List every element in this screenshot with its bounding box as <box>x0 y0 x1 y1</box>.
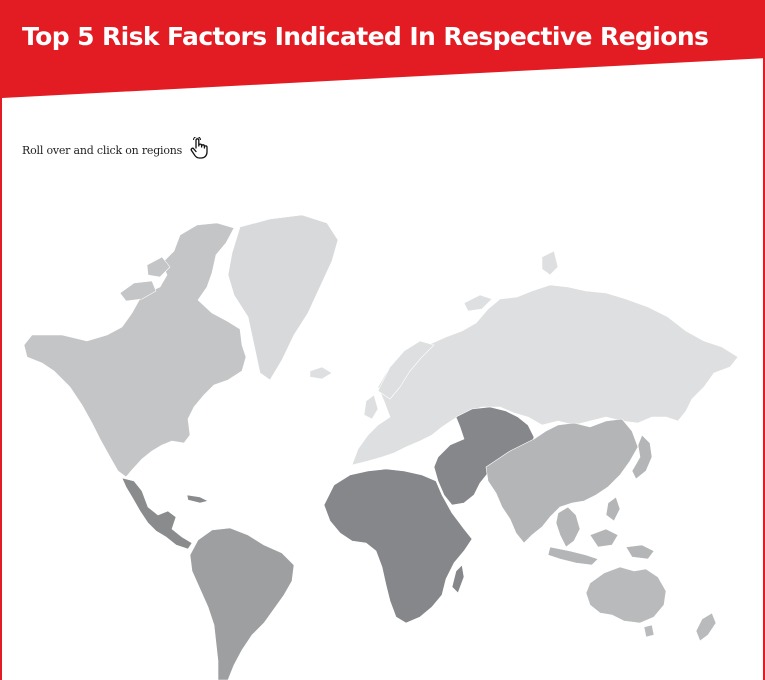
region-europe-russia[interactable] <box>541 250 559 276</box>
region-south-america[interactable] <box>189 527 295 680</box>
region-southeast-asia[interactable] <box>555 506 581 548</box>
region-europe-russia[interactable] <box>363 394 379 420</box>
region-southeast-asia[interactable] <box>605 496 621 522</box>
world-map[interactable] <box>2 195 765 680</box>
region-oceania[interactable] <box>643 624 655 638</box>
region-europe-russia[interactable] <box>377 340 435 400</box>
region-europe-russia[interactable] <box>309 366 333 380</box>
region-north-america[interactable] <box>23 222 247 478</box>
region-east-asia[interactable] <box>631 434 653 480</box>
region-oceania[interactable] <box>695 612 717 642</box>
instruction-row: Roll over and click on regions <box>22 137 208 159</box>
region-oceania[interactable] <box>585 566 667 624</box>
header-band <box>2 0 765 100</box>
region-greenland[interactable] <box>227 214 339 381</box>
region-europe-russia[interactable] <box>463 294 493 312</box>
region-north-america[interactable] <box>119 280 157 302</box>
instruction-text: Roll over and click on regions <box>22 143 183 157</box>
header-banner-shape <box>2 0 765 98</box>
region-north-america[interactable] <box>146 256 171 278</box>
region-southeast-asia[interactable] <box>589 528 619 548</box>
region-southeast-asia[interactable] <box>547 546 599 566</box>
region-africa[interactable] <box>451 564 465 594</box>
region-central-america[interactable] <box>121 477 193 550</box>
region-southeast-asia[interactable] <box>625 544 655 560</box>
hand-pointer-icon <box>190 137 208 159</box>
region-central-america[interactable] <box>186 494 209 504</box>
region-africa[interactable] <box>323 468 473 624</box>
page-title: Top 5 Risk Factors Indicated In Respecti… <box>22 22 709 51</box>
region-east-asia[interactable] <box>485 418 639 544</box>
